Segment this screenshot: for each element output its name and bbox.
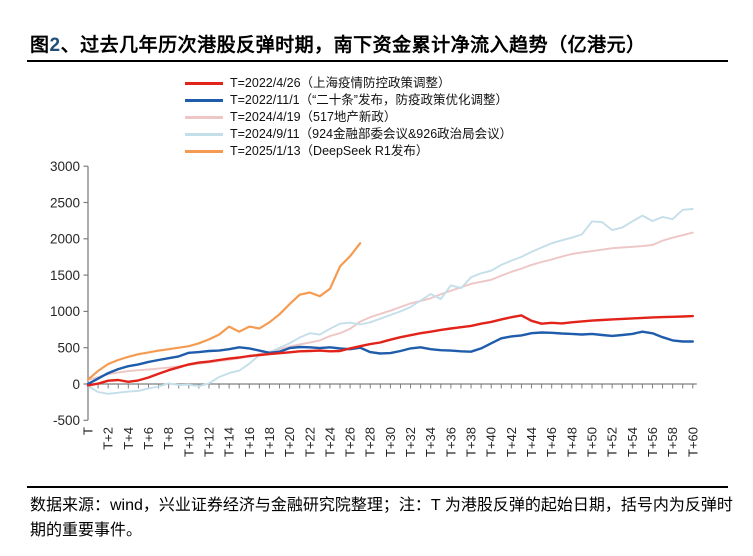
x-tick-label: T+10 (181, 427, 196, 457)
series-line (86, 242, 362, 381)
x-tick-label: T+12 (201, 427, 216, 457)
legend-item: T=2024/9/11（924金融部委会议&926政治局会议） (185, 126, 512, 143)
title-text: 、过去几年历次港股反弹时期，南下资金累计净流入趋势（亿港元） (60, 35, 646, 56)
x-tick-label: T+34 (423, 427, 438, 457)
y-tick-label: 500 (57, 341, 80, 356)
x-tick-label: T+24 (322, 427, 337, 457)
y-tick-label: 2000 (50, 232, 80, 247)
x-tick-label: T+4 (121, 427, 136, 450)
series-line (86, 314, 694, 387)
y-tick-label: 3000 (50, 159, 80, 174)
x-tick-label: T+32 (403, 427, 418, 457)
x-tick-label: T+50 (585, 427, 600, 457)
legend-label: T=2024/4/19（517地产新政） (230, 110, 397, 124)
legend-swatch-line (185, 150, 223, 153)
series-line (86, 330, 694, 386)
legend-swatch-line (185, 99, 223, 102)
legend-item: T=2025/1/13（DeepSeek R1发布） (185, 143, 512, 160)
legend-swatch-line (185, 133, 223, 136)
legend-label: T=2022/11/1（“二十条”发布，防疫政策优化调整） (230, 93, 508, 107)
x-tick-label: T+54 (625, 427, 640, 457)
legend-swatch-line (185, 82, 223, 85)
source-note: 数据来源：wind，兴业证券经济与金融研究院整理；注：T 为港股反弹的起始日期，… (30, 497, 733, 539)
x-tick-label: T+60 (685, 427, 700, 457)
y-tick-label: 0 (72, 377, 80, 392)
x-tick-label: T+44 (524, 427, 539, 457)
series-line (87, 208, 694, 395)
x-tick-label: T (81, 427, 96, 435)
x-tick-label: T+2 (101, 427, 116, 450)
legend-item: T=2022/4/26（上海疫情防控政策调整） (185, 75, 512, 92)
x-tick-label: T+56 (645, 427, 660, 457)
x-tick-label: T+16 (242, 427, 257, 457)
chart-legend: T=2022/4/26（上海疫情防控政策调整） T=2022/11/1（“二十条”… (185, 75, 512, 160)
x-tick-label: T+18 (262, 427, 277, 457)
legend-swatch-line (185, 116, 223, 119)
x-tick-label: T+58 (665, 427, 680, 457)
x-tick-label: T+30 (383, 427, 398, 457)
x-tick-label: T+40 (484, 427, 499, 457)
x-tick-label: T+48 (564, 427, 579, 457)
x-tick-label: T+20 (282, 427, 297, 457)
legend-label: T=2025/1/13（DeepSeek R1发布） (230, 144, 429, 158)
y-tick-label: 2500 (50, 195, 80, 210)
x-tick-label: T+22 (302, 427, 317, 457)
title-prefix: 图 (30, 35, 50, 56)
legend-item: T=2022/11/1（“二十条”发布，防疫政策优化调整） (185, 92, 512, 109)
y-tick-label: 1500 (50, 268, 80, 283)
legend-label: T=2024/9/11（924金融部委会议&926政治局会议） (230, 127, 513, 141)
title-number: 2 (49, 35, 61, 56)
y-tick-label: -500 (53, 413, 80, 428)
x-tick-label: T+6 (141, 427, 156, 450)
x-tick-label: T+42 (504, 427, 519, 457)
x-tick-label: T+36 (443, 427, 458, 457)
x-tick-label: T+26 (343, 427, 358, 457)
legend-label: T=2022/4/26（上海疫情防控政策调整） (230, 76, 451, 90)
y-tick-label: 1000 (50, 304, 80, 319)
x-tick-label: T+46 (544, 427, 559, 457)
x-tick-label: T+8 (161, 427, 176, 450)
x-tick-label: T+38 (464, 427, 479, 457)
title-divider (27, 60, 728, 62)
series-line (87, 231, 694, 381)
page-title: 图2、过去几年历次港股反弹时期，南下资金累计净流入趋势（亿港元） (30, 30, 740, 57)
footer-divider (27, 486, 728, 488)
x-tick-label: T+14 (222, 427, 237, 457)
x-tick-label: T+28 (363, 427, 378, 457)
x-tick-label: T+52 (605, 427, 620, 457)
legend-item: T=2024/4/19（517地产新政） (185, 109, 512, 126)
